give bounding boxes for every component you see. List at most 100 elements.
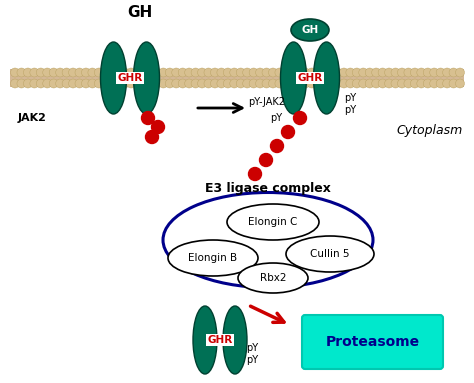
Text: Elongin C: Elongin C (248, 217, 298, 227)
Text: pY: pY (344, 105, 356, 115)
Circle shape (449, 79, 458, 88)
Circle shape (456, 68, 465, 77)
Circle shape (346, 79, 355, 88)
Circle shape (191, 79, 200, 88)
Circle shape (204, 79, 213, 88)
Circle shape (327, 79, 336, 88)
Circle shape (120, 68, 129, 77)
Circle shape (255, 68, 264, 77)
Circle shape (17, 68, 26, 77)
Text: pY: pY (344, 93, 356, 103)
Circle shape (365, 79, 374, 88)
Circle shape (82, 79, 91, 88)
Circle shape (378, 79, 387, 88)
Circle shape (430, 79, 439, 88)
Circle shape (49, 79, 58, 88)
Circle shape (288, 79, 297, 88)
Text: Cullin 5: Cullin 5 (310, 249, 350, 259)
Circle shape (75, 79, 84, 88)
Circle shape (236, 68, 245, 77)
Circle shape (410, 79, 419, 88)
Circle shape (23, 68, 32, 77)
Circle shape (10, 68, 19, 77)
Ellipse shape (134, 42, 159, 114)
Circle shape (185, 68, 194, 77)
Circle shape (55, 68, 64, 77)
Circle shape (152, 121, 164, 134)
Circle shape (294, 68, 303, 77)
Circle shape (127, 68, 136, 77)
Circle shape (107, 68, 116, 77)
Circle shape (333, 68, 342, 77)
Circle shape (230, 79, 239, 88)
Ellipse shape (168, 240, 258, 276)
Circle shape (127, 79, 136, 88)
Circle shape (359, 68, 368, 77)
Circle shape (352, 79, 361, 88)
Ellipse shape (163, 193, 373, 288)
Circle shape (133, 79, 142, 88)
Circle shape (107, 79, 116, 88)
Bar (10, 69, 464, 87)
Circle shape (307, 79, 316, 88)
Circle shape (282, 68, 291, 77)
Circle shape (314, 79, 323, 88)
Circle shape (88, 68, 97, 77)
Circle shape (456, 79, 465, 88)
Circle shape (301, 68, 310, 77)
Circle shape (69, 79, 78, 88)
Circle shape (146, 131, 158, 144)
Circle shape (255, 79, 264, 88)
Circle shape (133, 68, 142, 77)
Circle shape (36, 68, 46, 77)
Circle shape (249, 68, 258, 77)
Circle shape (223, 68, 232, 77)
Circle shape (262, 68, 271, 77)
Ellipse shape (281, 42, 307, 114)
Circle shape (62, 68, 71, 77)
Circle shape (249, 79, 258, 88)
Circle shape (17, 79, 26, 88)
Circle shape (365, 68, 374, 77)
Circle shape (142, 111, 155, 124)
Circle shape (10, 79, 19, 88)
Circle shape (288, 68, 297, 77)
Circle shape (259, 154, 273, 167)
Circle shape (378, 68, 387, 77)
Circle shape (372, 68, 381, 77)
Circle shape (404, 79, 413, 88)
Circle shape (327, 68, 336, 77)
Circle shape (359, 79, 368, 88)
Circle shape (172, 79, 181, 88)
Circle shape (352, 68, 361, 77)
Circle shape (114, 68, 123, 77)
Circle shape (301, 79, 310, 88)
Circle shape (210, 79, 219, 88)
Circle shape (271, 139, 283, 152)
Text: GH: GH (301, 25, 319, 35)
Circle shape (94, 79, 103, 88)
Circle shape (139, 79, 148, 88)
Circle shape (230, 68, 239, 77)
Circle shape (198, 79, 207, 88)
Circle shape (268, 68, 277, 77)
Text: Rbx2: Rbx2 (260, 273, 286, 283)
Circle shape (204, 68, 213, 77)
Ellipse shape (313, 42, 339, 114)
Circle shape (307, 68, 316, 77)
Circle shape (146, 68, 155, 77)
Circle shape (391, 79, 400, 88)
Circle shape (120, 79, 129, 88)
Ellipse shape (238, 263, 308, 293)
Circle shape (159, 68, 168, 77)
Circle shape (55, 79, 64, 88)
Text: pY: pY (246, 355, 258, 365)
Circle shape (69, 68, 78, 77)
Circle shape (23, 79, 32, 88)
Circle shape (449, 68, 458, 77)
Circle shape (101, 79, 110, 88)
FancyBboxPatch shape (302, 315, 443, 369)
Ellipse shape (227, 204, 319, 240)
Circle shape (417, 79, 426, 88)
Circle shape (165, 79, 174, 88)
